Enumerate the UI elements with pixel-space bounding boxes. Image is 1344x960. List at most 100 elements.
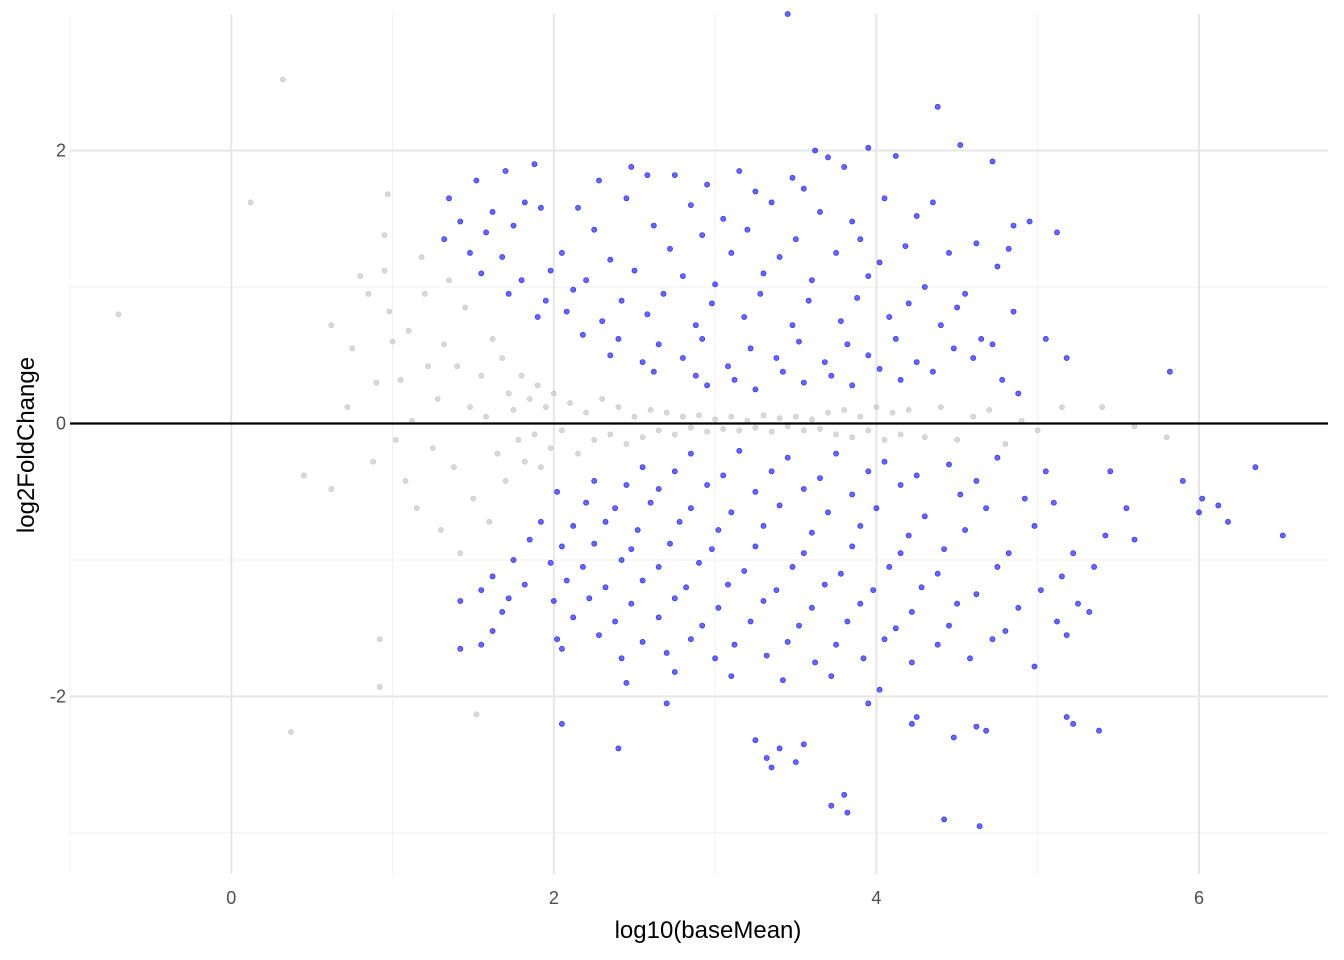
point-significant [757, 290, 764, 297]
point-significant [671, 595, 678, 602]
point-significant [946, 249, 952, 256]
point-significant [768, 468, 775, 475]
point-significant [644, 311, 651, 318]
point-significant [909, 609, 915, 615]
point-significant [1042, 335, 1049, 342]
point-significant [715, 604, 722, 611]
point-significant [954, 600, 960, 607]
point-significant [688, 505, 694, 512]
point-significant [989, 341, 996, 348]
point-significant [720, 215, 727, 222]
point-significant [817, 208, 823, 215]
point-significant [776, 745, 783, 752]
point-significant [731, 376, 738, 383]
point-significant [607, 352, 614, 359]
point-not-significant [478, 372, 485, 379]
point-not-significant [454, 363, 460, 370]
point-significant [828, 372, 835, 379]
grid-lines [69, 14, 1328, 874]
point-significant [950, 734, 957, 741]
point-not-significant [279, 76, 286, 83]
point-significant [921, 513, 928, 520]
point-significant [930, 199, 936, 206]
point-significant [983, 727, 989, 734]
point-not-significant [510, 406, 517, 413]
point-significant [838, 570, 844, 577]
point-not-significant [526, 396, 533, 402]
point-significant [712, 281, 718, 288]
point-not-significant [470, 495, 477, 502]
point-significant [575, 204, 581, 211]
point-significant [660, 290, 667, 297]
point-significant [1031, 663, 1038, 670]
point-significant [647, 499, 654, 506]
point-significant [628, 600, 635, 607]
point-significant [499, 609, 506, 615]
point-significant [499, 254, 506, 260]
point-significant [599, 318, 606, 324]
point-not-significant [583, 409, 589, 416]
point-not-significant [421, 290, 428, 297]
point-not-significant [986, 406, 993, 413]
point-not-significant [849, 434, 856, 441]
point-significant [510, 557, 517, 563]
point-significant [812, 659, 818, 666]
point-significant [921, 284, 928, 290]
point-significant [849, 543, 856, 550]
point-significant [994, 454, 1001, 461]
point-not-significant [615, 404, 622, 410]
point-significant [534, 314, 541, 320]
point-significant [1096, 727, 1102, 734]
point-significant [505, 290, 512, 297]
point-not-significant [531, 431, 538, 438]
point-significant [704, 382, 710, 389]
point-significant [796, 622, 802, 629]
point-significant [505, 595, 512, 602]
point-not-significant [623, 441, 630, 447]
point-significant [570, 614, 577, 621]
point-not-significant [450, 464, 457, 471]
point-significant [934, 641, 941, 648]
point-not-significant [841, 406, 848, 413]
point-significant [639, 464, 646, 471]
point-significant [639, 577, 646, 584]
point-significant [612, 505, 618, 512]
point-significant [667, 540, 673, 547]
point-significant [1086, 609, 1093, 615]
point-significant [602, 518, 609, 525]
point-significant [1010, 222, 1017, 229]
point-significant [844, 341, 851, 348]
point-significant [538, 518, 544, 525]
point-not-significant [489, 335, 496, 342]
point-not-significant [441, 341, 448, 348]
point-not-significant [688, 424, 694, 431]
point-significant [841, 791, 848, 798]
point-significant [663, 700, 670, 707]
point-significant [1199, 495, 1206, 502]
point-significant [865, 700, 872, 707]
point-significant [489, 573, 496, 580]
point-not-significant [905, 406, 912, 413]
point-significant [773, 587, 780, 593]
point-significant [978, 335, 985, 342]
point-significant [838, 318, 844, 324]
point-significant [865, 273, 872, 279]
point-significant [1002, 628, 1009, 634]
point-not-significant [704, 428, 710, 435]
point-significant [989, 158, 996, 165]
point-not-significant [760, 412, 767, 419]
point-not-significant [494, 450, 501, 457]
point-significant [473, 177, 480, 184]
point-not-significant [425, 363, 431, 370]
point-significant [1279, 532, 1286, 539]
point-significant [570, 523, 577, 529]
point-significant [860, 655, 867, 662]
point-not-significant [954, 436, 960, 443]
point-not-significant [680, 413, 686, 420]
point-significant [731, 641, 738, 648]
point-significant [809, 604, 815, 611]
point-not-significant [446, 277, 452, 284]
point-not-significant [631, 413, 638, 420]
point-significant [854, 294, 860, 301]
point-significant [1054, 618, 1060, 625]
